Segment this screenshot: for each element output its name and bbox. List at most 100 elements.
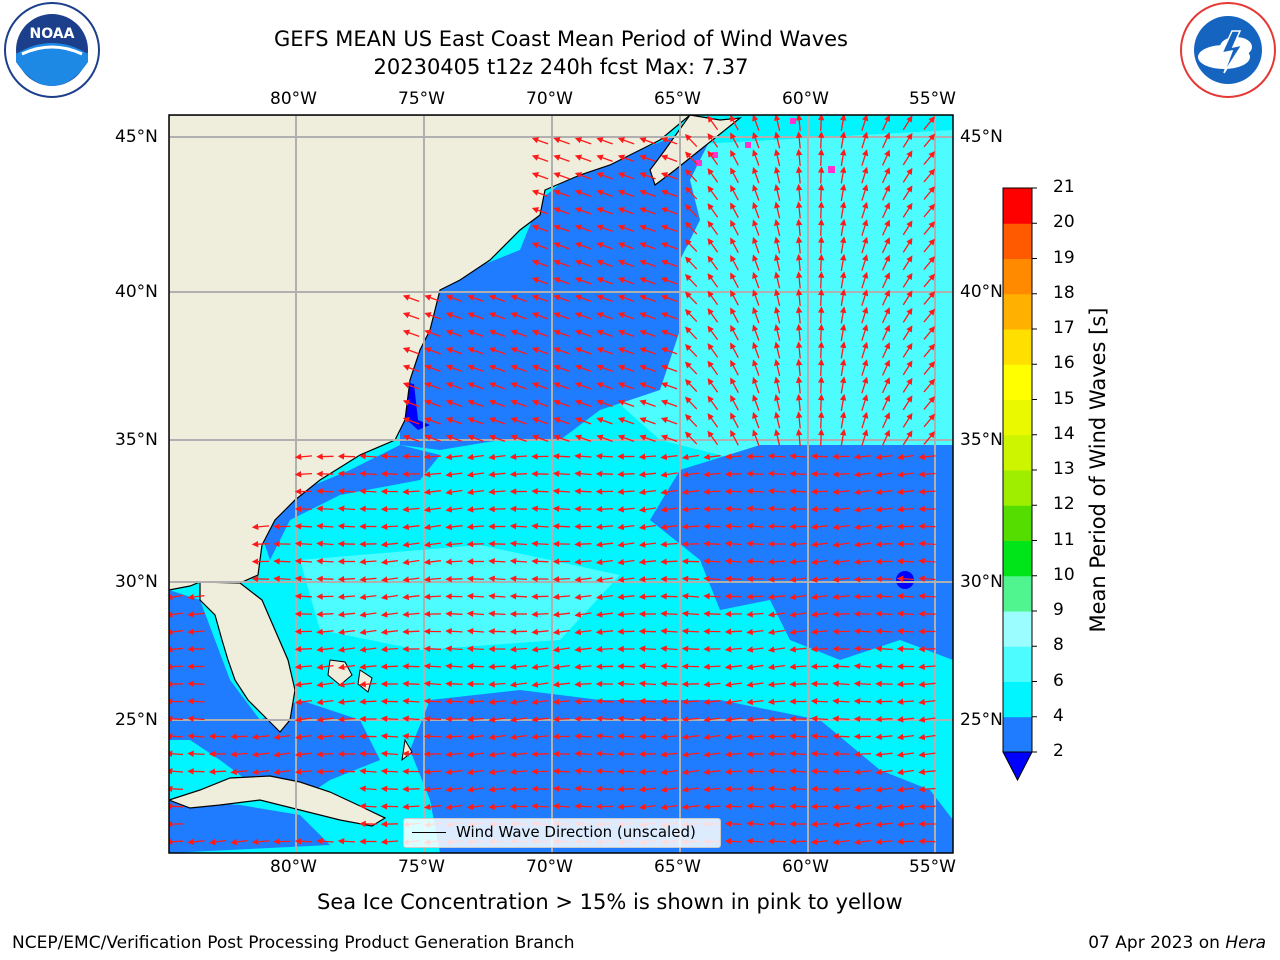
colorbar-tick-label: 9: [1053, 600, 1064, 620]
wave-direction-arrow: [703, 698, 721, 706]
wave-direction-arrow: [839, 323, 847, 342]
wave-direction-arrow: [795, 183, 803, 202]
wave-direction-arrow: [510, 312, 527, 320]
colorbar-tick-label: 10: [1053, 564, 1075, 585]
wave-direction-arrow: [402, 697, 420, 705]
wave-direction-arrow: [730, 149, 739, 166]
wave-direction-arrow: [359, 785, 377, 792]
wave-direction-arrow: [574, 750, 592, 758]
wave-direction-arrow: [552, 505, 571, 513]
wave-direction-arrow: [817, 428, 825, 447]
wave-direction-arrow: [574, 277, 592, 285]
wave-direction-arrow: [902, 220, 913, 236]
wave-direction-arrow: [488, 610, 506, 618]
wave-direction-arrow: [896, 803, 915, 811]
lon-label-bottom: 60°W: [782, 857, 829, 877]
wave-direction-arrow: [294, 575, 313, 582]
wave-direction-arrow: [445, 312, 463, 320]
wave-direction-arrow: [273, 558, 291, 565]
colorbar-tick-label: 17: [1053, 318, 1075, 338]
wave-direction-arrow: [703, 540, 721, 548]
colorbar-segment: [1003, 329, 1032, 365]
wave-direction-arrow: [638, 488, 656, 496]
wave-direction-arrow: [639, 294, 656, 303]
wave-direction-arrow: [531, 207, 549, 215]
wave-direction-arrow: [552, 611, 571, 618]
wave-direction-arrow: [789, 750, 807, 757]
wave-direction-arrow: [445, 399, 463, 408]
lon-label-bottom: 70°W: [526, 857, 573, 877]
wave-direction-arrow: [359, 663, 377, 671]
wave-direction-arrow: [638, 680, 657, 687]
wave-direction-arrow: [423, 506, 441, 513]
wave-direction-arrow: [660, 137, 678, 145]
wave-direction-arrow: [918, 488, 936, 495]
blue-region-gulf: [169, 590, 380, 800]
wave-direction-arrow: [445, 751, 463, 758]
wave-direction-arrow: [595, 541, 614, 548]
wave-direction-arrow: [861, 429, 869, 446]
wave-direction-arrow: [553, 364, 570, 373]
wave-direction-arrow: [724, 540, 743, 547]
wave-direction-arrow: [853, 645, 872, 653]
wave-direction-arrow: [402, 541, 420, 548]
wave-direction-arrow: [923, 133, 936, 148]
wave-direction-arrow: [730, 307, 739, 324]
wave-direction-arrow: [660, 768, 678, 776]
wave-direction-arrow: [402, 576, 420, 583]
colorbar-segment: [1003, 470, 1032, 506]
wave-direction-arrow: [574, 399, 592, 408]
wave-direction-arrow: [595, 558, 613, 566]
wave-direction-arrow: [660, 364, 678, 373]
wave-direction-arrow: [617, 715, 635, 722]
colorbar-tick-label: 4: [1053, 705, 1064, 726]
colorbar-tick-label: 14: [1053, 423, 1075, 444]
wave-direction-arrow: [596, 329, 613, 338]
wave-direction-arrow: [553, 329, 570, 338]
wave-direction-arrow: [402, 715, 420, 722]
wave-direction-arrow: [724, 557, 743, 565]
wave-direction-arrow: [660, 417, 678, 425]
wave-direction-arrow: [574, 137, 592, 145]
wave-direction-arrow: [553, 154, 570, 163]
wave-direction-arrow: [703, 575, 721, 582]
wave-direction-arrow: [839, 166, 847, 184]
wave-direction-arrow: [923, 378, 936, 393]
wave-direction-arrow: [509, 646, 528, 653]
wave-direction-arrow: [832, 506, 850, 513]
wave-direction-arrow: [839, 218, 847, 237]
wave-direction-arrow: [752, 236, 760, 254]
wave-direction-arrow: [817, 166, 825, 184]
wave-direction-arrow: [294, 645, 313, 653]
wave-direction-arrow: [359, 767, 377, 775]
wave-direction-arrow: [531, 294, 549, 303]
wave-direction-arrow: [853, 541, 872, 548]
wave-direction-arrow: [337, 611, 356, 618]
wave-direction-arrow: [861, 254, 869, 271]
wave-direction-arrow: [359, 593, 377, 601]
wave-direction-arrow: [853, 750, 872, 758]
wave-direction-arrow: [617, 576, 635, 583]
wave-direction-arrow: [861, 201, 869, 219]
wave-direction-arrow: [752, 271, 760, 289]
lon-label-top: 55°W: [909, 89, 956, 109]
wave-direction-arrow: [746, 646, 764, 653]
wave-direction-arrow: [617, 294, 635, 303]
wave-direction-arrow: [810, 820, 829, 828]
wave-direction-arrow: [767, 628, 785, 636]
wave-direction-arrow: [423, 786, 442, 793]
wave-direction-arrow: [294, 733, 312, 741]
wave-direction-arrow: [402, 558, 420, 566]
wave-direction-arrow: [902, 150, 913, 166]
wave-direction-arrow: [684, 431, 698, 445]
wave-direction-arrow: [509, 540, 528, 547]
wave-direction-arrow: [230, 768, 248, 776]
wave-direction-arrow: [730, 115, 739, 131]
wave-direction-arrow: [681, 523, 700, 530]
wave-direction-arrow: [639, 277, 656, 285]
wave-direction-arrow: [902, 377, 913, 393]
wave-direction-arrow: [767, 558, 786, 565]
wave-direction-arrow: [660, 663, 678, 670]
wave-direction-arrow: [707, 273, 719, 288]
wave-direction-arrow: [359, 628, 377, 636]
